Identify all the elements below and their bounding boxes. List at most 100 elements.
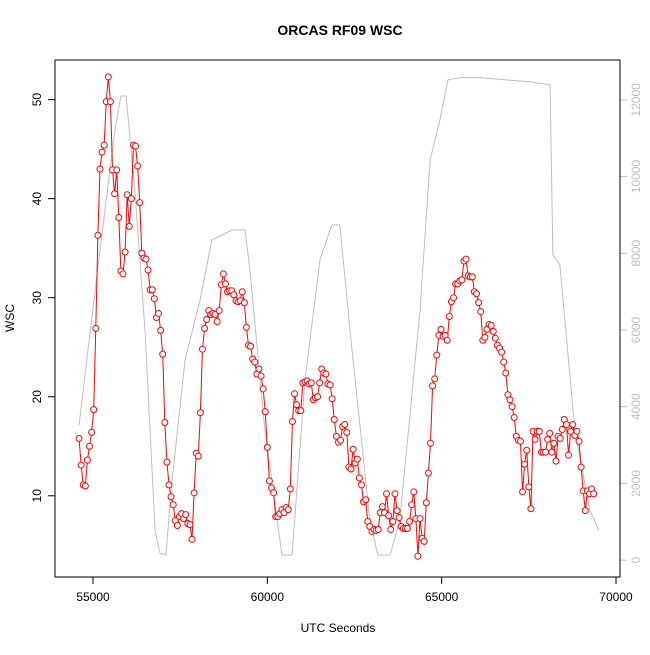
data-point — [286, 485, 294, 493]
data-point — [481, 333, 489, 341]
data-point — [427, 439, 435, 447]
data-point — [416, 515, 424, 523]
data-point — [519, 488, 527, 496]
data-point — [104, 73, 112, 81]
y2-tick-label: 6000 — [629, 316, 643, 343]
data-point — [477, 308, 485, 316]
data-point — [516, 437, 524, 445]
data-point — [157, 326, 165, 334]
data-point — [188, 535, 196, 543]
data-point — [161, 418, 169, 426]
data-point — [219, 270, 227, 278]
data-point — [328, 395, 336, 403]
data-point — [406, 518, 414, 526]
data-point — [213, 317, 221, 325]
data-point — [531, 435, 539, 443]
data-point — [96, 165, 104, 173]
data-point — [284, 506, 292, 514]
data-point — [201, 324, 209, 332]
data-point — [357, 481, 365, 489]
data-point — [221, 280, 229, 288]
x-axis-label: UTC Seconds — [301, 621, 376, 635]
data-point — [186, 521, 194, 529]
data-point — [374, 525, 382, 533]
data-point — [242, 323, 250, 331]
data-point — [562, 420, 570, 428]
data-point — [498, 348, 506, 356]
data-point — [167, 493, 175, 501]
y2-tick-label: 2000 — [629, 470, 643, 497]
data-point — [119, 270, 127, 278]
data-point — [420, 537, 428, 545]
data-point — [121, 248, 129, 256]
data-point — [349, 445, 357, 453]
data-point — [450, 294, 458, 302]
data-point — [125, 222, 133, 230]
y2-tick-label: 8000 — [629, 240, 643, 267]
y-tick-label: 50 — [30, 93, 44, 107]
data-point — [165, 481, 173, 489]
data-point — [521, 460, 529, 468]
data-point — [230, 291, 238, 299]
data-point — [134, 162, 142, 170]
data-point — [265, 477, 273, 485]
data-point — [297, 407, 305, 415]
data-point — [288, 418, 296, 426]
data-point — [261, 408, 269, 416]
data-point — [123, 191, 131, 199]
data-point — [569, 420, 577, 428]
y-tick-label: 40 — [30, 192, 44, 206]
data-point — [142, 255, 150, 263]
data-point — [548, 448, 556, 456]
data-point — [100, 141, 108, 149]
y2-tick-label: 0 — [629, 556, 643, 563]
data-point — [115, 213, 123, 221]
data-point — [238, 288, 246, 296]
data-point — [111, 190, 119, 198]
data-point — [429, 382, 437, 390]
data-point — [332, 432, 340, 440]
data-point — [316, 379, 324, 387]
data-point — [98, 148, 106, 156]
data-point — [544, 435, 552, 443]
data-point — [341, 420, 349, 428]
data-point — [92, 324, 100, 332]
data-point — [144, 266, 152, 274]
data-point — [437, 325, 445, 333]
plot-frame — [54, 59, 621, 578]
data-point — [491, 334, 499, 342]
data-point — [410, 488, 418, 496]
chart-title: ORCAS RF09 WSC — [277, 22, 402, 38]
y-tick-label: 10 — [30, 489, 44, 503]
data-point — [527, 505, 535, 513]
data-point — [88, 428, 96, 436]
data-point — [556, 434, 564, 442]
data-point — [581, 507, 589, 515]
data-point — [347, 465, 355, 473]
series-line — [78, 77, 600, 556]
x-tick-label: 65000 — [425, 590, 459, 604]
data-point — [414, 552, 422, 560]
data-point — [565, 451, 573, 459]
y2-tick-label: 12000 — [629, 83, 643, 117]
data-point — [163, 458, 171, 466]
data-point — [577, 463, 585, 471]
data-point — [387, 525, 395, 533]
data-point — [198, 345, 206, 353]
data-point — [462, 255, 470, 263]
data-point — [502, 369, 510, 377]
data-point — [113, 166, 121, 174]
data-point — [194, 452, 202, 460]
data-point — [489, 327, 497, 335]
data-point — [127, 195, 135, 203]
data-point — [391, 490, 399, 498]
data-point — [247, 342, 255, 350]
data-point — [255, 365, 263, 373]
data-point — [259, 385, 267, 393]
x-tick-label: 70000 — [599, 590, 633, 604]
data-point — [215, 307, 223, 315]
data-point — [293, 401, 301, 409]
data-point — [558, 425, 566, 433]
data-point — [473, 290, 481, 298]
